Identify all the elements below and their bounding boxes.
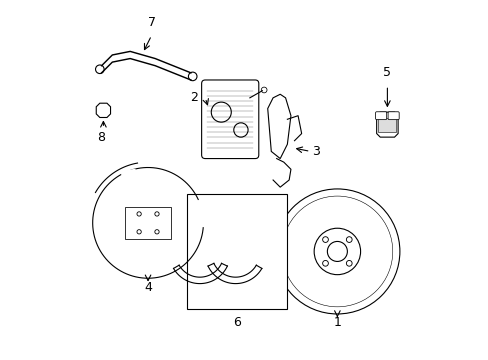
Text: 3: 3 — [311, 145, 319, 158]
Text: 7: 7 — [147, 16, 155, 29]
Polygon shape — [376, 112, 397, 137]
Text: 1: 1 — [333, 316, 341, 329]
FancyBboxPatch shape — [387, 112, 398, 120]
Text: 2: 2 — [190, 91, 198, 104]
Bar — [187, 194, 287, 309]
Polygon shape — [96, 103, 110, 117]
Polygon shape — [267, 94, 290, 158]
Text: 6: 6 — [233, 316, 241, 329]
FancyBboxPatch shape — [201, 80, 258, 158]
FancyBboxPatch shape — [375, 112, 386, 120]
FancyBboxPatch shape — [124, 207, 171, 239]
Text: 8: 8 — [98, 131, 105, 144]
Text: 4: 4 — [144, 281, 152, 294]
Text: 5: 5 — [383, 66, 390, 79]
Polygon shape — [378, 118, 395, 132]
